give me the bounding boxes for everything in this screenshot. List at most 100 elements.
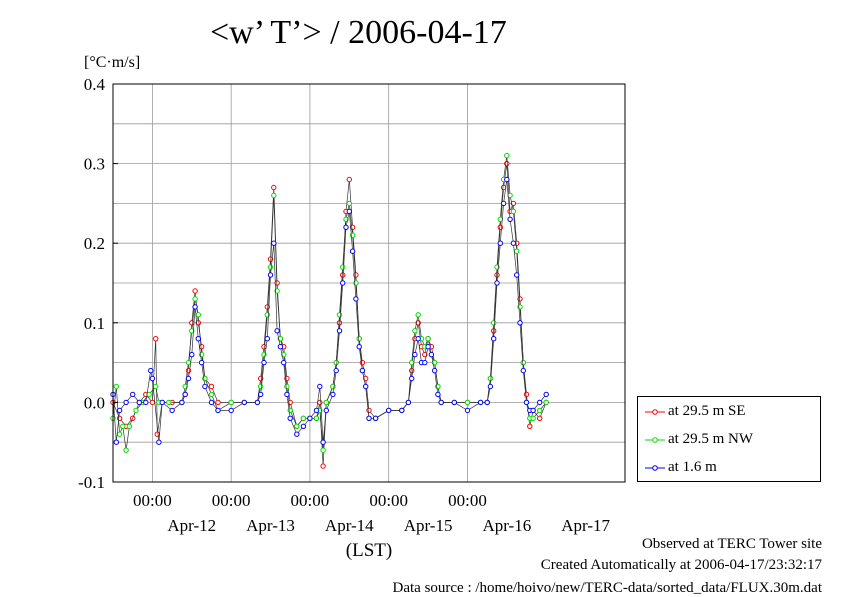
data-point — [543, 391, 549, 398]
data-point — [182, 391, 188, 398]
data-point — [189, 320, 195, 326]
data-point — [412, 351, 418, 358]
data-point — [520, 367, 526, 374]
data-point — [520, 359, 526, 366]
data-point — [143, 399, 149, 406]
data-point — [179, 399, 185, 406]
data-point — [166, 399, 172, 406]
legend-item-1-6m: at 1.6 m — [644, 457, 816, 479]
data-point — [487, 375, 494, 382]
series-line — [112, 155, 547, 451]
x-time-tick-label: 00:00 — [212, 491, 251, 510]
data-point — [241, 399, 248, 406]
data-point — [261, 344, 267, 350]
data-point — [195, 336, 202, 342]
data-point — [113, 439, 120, 445]
data-point — [307, 415, 313, 421]
data-point — [333, 367, 339, 374]
data-point — [431, 367, 438, 374]
data-point — [271, 192, 277, 199]
data-point — [156, 439, 162, 445]
chart-title: <w’ T’> / 2006-04-17 — [210, 14, 507, 51]
data-point — [320, 447, 326, 453]
y-tick-label: 0.4 — [84, 75, 106, 94]
data-point — [330, 391, 336, 398]
data-point — [464, 407, 471, 414]
data-point — [363, 383, 369, 390]
data-point — [320, 463, 326, 469]
data-point — [346, 208, 352, 215]
data-point — [133, 407, 139, 414]
data-point — [523, 391, 530, 398]
data-point — [425, 344, 431, 350]
data-point — [189, 328, 195, 334]
data-point — [517, 320, 523, 326]
x-date-label: Apr-13 — [246, 516, 295, 535]
data-point — [491, 328, 497, 334]
series-layer — [110, 152, 549, 469]
data-point — [435, 391, 441, 398]
data-point — [313, 415, 320, 421]
data-point — [274, 288, 280, 294]
data-point — [500, 200, 507, 207]
data-point — [294, 423, 300, 429]
data-point — [267, 272, 274, 278]
data-point — [198, 359, 205, 366]
data-point — [527, 423, 533, 429]
data-point — [320, 439, 326, 445]
data-point — [258, 383, 264, 390]
data-point — [208, 399, 215, 406]
data-point — [346, 176, 352, 183]
data-point — [267, 264, 274, 270]
data-point — [277, 344, 284, 350]
data-point — [185, 359, 192, 366]
data-point — [116, 407, 123, 414]
data-point — [491, 320, 497, 326]
data-point — [317, 383, 323, 390]
data-point — [543, 399, 549, 406]
data-point — [215, 399, 221, 406]
data-point — [153, 383, 159, 390]
series-2 — [110, 176, 549, 445]
data-point — [195, 312, 202, 318]
axis-labels: 0.4 0.3 0.2 0.1 0.0 -0.1 00:00 00:00 00:00 00:00 0… — [78, 75, 610, 561]
data-point — [484, 399, 490, 406]
data-point — [356, 344, 362, 350]
data-point — [500, 184, 507, 191]
data-point — [523, 399, 530, 406]
data-point — [477, 399, 484, 406]
data-point — [349, 248, 356, 254]
data-point — [336, 320, 343, 326]
data-point — [514, 272, 520, 278]
data-point — [284, 383, 290, 390]
data-point — [300, 415, 307, 421]
data-point — [148, 367, 154, 374]
data-point — [281, 359, 287, 366]
series-0 — [110, 160, 549, 469]
x-date-label: Apr-16 — [482, 516, 531, 535]
legend-swatch-1-6m — [645, 465, 665, 471]
data-point — [300, 423, 307, 429]
data-point — [123, 399, 129, 406]
legend-item-se: at 29.5 m SE — [644, 401, 816, 423]
data-point — [323, 399, 329, 406]
data-point — [228, 399, 234, 406]
data-point — [126, 423, 133, 429]
data-point — [120, 423, 126, 429]
y-tick-label: 0.1 — [84, 314, 105, 333]
legend-swatch-nw — [645, 437, 665, 443]
data-point — [353, 272, 359, 278]
legend-label-1-6m: at 1.6 m — [668, 459, 717, 475]
data-point — [215, 407, 221, 414]
plot-frame — [112, 83, 626, 483]
x-time-tick-label: 00:00 — [448, 491, 487, 510]
data-point — [254, 399, 261, 406]
data-point — [185, 375, 192, 382]
data-point — [317, 399, 323, 406]
x-time-tick-label: 00:00 — [291, 491, 330, 510]
data-point — [372, 415, 379, 421]
data-point — [228, 407, 234, 414]
series-line — [112, 163, 547, 467]
data-point — [169, 407, 175, 414]
series-1 — [110, 152, 549, 453]
